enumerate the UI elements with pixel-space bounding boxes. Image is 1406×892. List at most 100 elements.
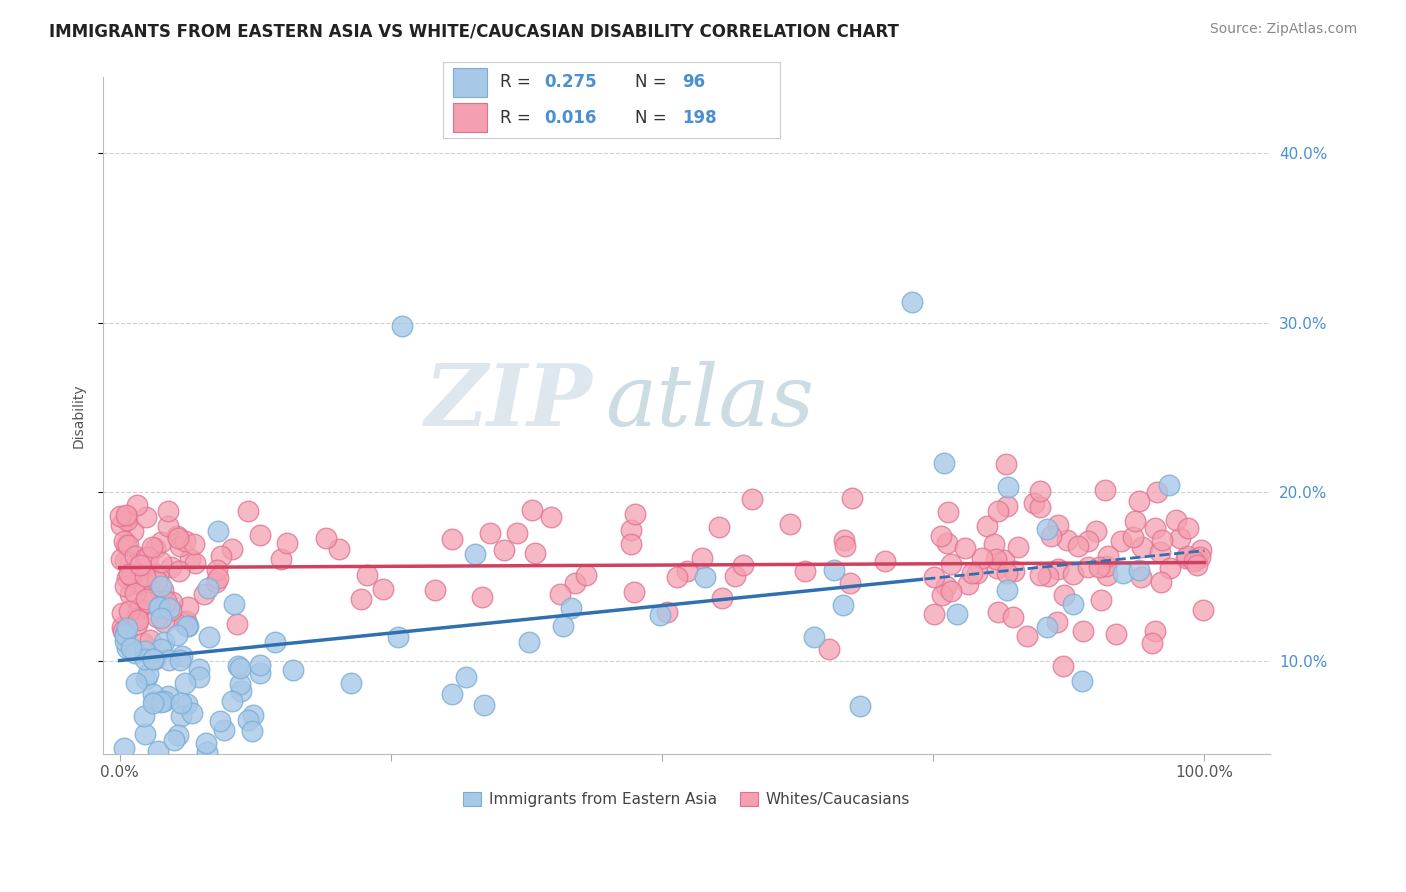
Point (134, 569, 156, 583)
Text: 0.275: 0.275 (544, 73, 596, 91)
Point (177, 599, 200, 614)
Point (1130, 541, 1153, 555)
Point (221, 694, 243, 708)
Point (142, 651, 165, 665)
Point (1104, 627, 1126, 641)
Point (931, 588, 953, 602)
Point (517, 635, 540, 649)
Point (176, 619, 198, 633)
Point (1109, 533, 1132, 548)
Point (440, 687, 463, 701)
Point (150, 534, 173, 549)
Point (966, 566, 988, 580)
Point (710, 591, 733, 606)
Point (564, 576, 586, 591)
Point (117, 640, 139, 655)
Point (157, 601, 180, 615)
Point (1095, 567, 1118, 582)
Point (139, 633, 162, 648)
Point (986, 561, 1008, 575)
Point (124, 647, 146, 661)
Point (1143, 520, 1166, 534)
Point (122, 524, 145, 538)
Point (156, 503, 179, 517)
Point (946, 607, 969, 621)
Point (803, 630, 825, 644)
Text: 198: 198 (682, 109, 717, 127)
Point (136, 667, 159, 681)
Point (222, 597, 245, 611)
Point (204, 575, 226, 590)
Point (212, 723, 235, 737)
Point (1189, 550, 1212, 565)
Point (134, 652, 156, 666)
Point (226, 659, 249, 673)
Point (143, 694, 166, 708)
Point (1094, 559, 1116, 574)
Point (197, 582, 219, 596)
Point (1077, 534, 1099, 549)
Point (1088, 560, 1111, 574)
Point (953, 541, 976, 556)
Point (1128, 563, 1150, 577)
Point (328, 541, 350, 556)
Text: N =: N = (636, 73, 672, 91)
Point (179, 552, 201, 566)
Point (120, 640, 142, 655)
Point (127, 617, 149, 632)
Point (986, 606, 1008, 620)
Text: atlas: atlas (605, 360, 814, 443)
Point (823, 563, 845, 577)
Point (1036, 522, 1059, 536)
Point (149, 610, 172, 624)
Point (1028, 500, 1050, 515)
Point (136, 595, 159, 609)
Point (731, 558, 754, 572)
Point (425, 582, 447, 597)
Point (169, 653, 191, 667)
Point (163, 732, 186, 747)
Point (118, 566, 141, 581)
Point (650, 607, 672, 622)
Point (523, 546, 546, 560)
Point (249, 665, 271, 680)
Point (1007, 540, 1029, 554)
Point (207, 563, 229, 577)
Point (987, 504, 1010, 518)
Point (134, 727, 156, 741)
Point (474, 698, 496, 712)
Point (231, 684, 253, 698)
Point (478, 526, 501, 541)
Point (129, 558, 152, 573)
Point (160, 594, 183, 608)
Legend: Immigrants from Eastern Asia, Whites/Caucasians: Immigrants from Eastern Asia, Whites/Cau… (457, 786, 917, 814)
Point (118, 604, 141, 618)
Point (150, 555, 173, 569)
Point (550, 587, 572, 601)
Point (620, 537, 643, 551)
Point (125, 498, 148, 512)
Point (1052, 659, 1074, 673)
Point (995, 566, 1018, 580)
Point (108, 509, 131, 524)
Point (111, 606, 134, 620)
Point (1071, 673, 1094, 688)
Point (1129, 570, 1152, 584)
Point (117, 513, 139, 527)
Point (146, 744, 169, 758)
Point (1125, 514, 1147, 528)
Point (1175, 550, 1198, 565)
Point (125, 611, 148, 625)
Point (114, 627, 136, 641)
Point (167, 564, 190, 578)
Point (984, 552, 1007, 566)
Point (183, 536, 205, 550)
Point (560, 601, 582, 615)
Point (152, 635, 174, 649)
Point (464, 547, 486, 561)
Point (315, 531, 337, 545)
Point (1067, 539, 1090, 553)
Point (1071, 624, 1094, 638)
Point (1149, 545, 1171, 559)
Point (724, 568, 747, 582)
